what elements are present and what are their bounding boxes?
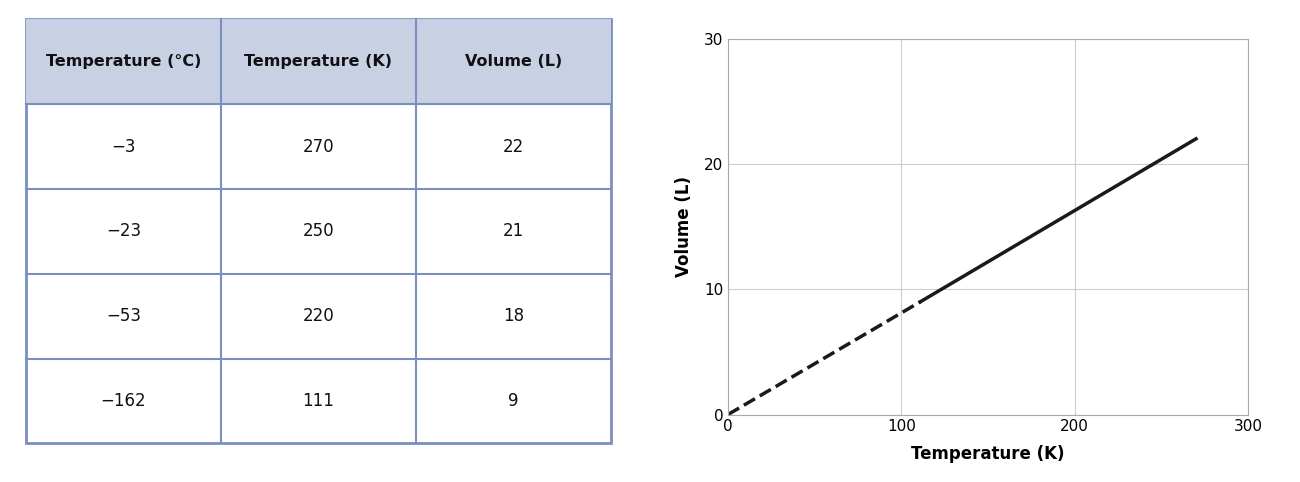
Text: 220: 220 [303,307,334,325]
Text: 250: 250 [303,222,334,241]
Text: −162: −162 [100,392,147,410]
Text: Temperature (°C): Temperature (°C) [46,54,202,69]
Text: −3: −3 [112,137,135,156]
Bar [26,19,611,104]
Text: Volume (L): Volume (L) [465,54,562,69]
Text: 111: 111 [303,392,334,410]
Text: 270: 270 [303,137,334,156]
Text: −23: −23 [105,222,142,241]
Text: −53: −53 [107,307,140,325]
Text: 21: 21 [503,222,524,241]
Text: 22: 22 [503,137,524,156]
Text: 9: 9 [508,392,519,410]
Text: 18: 18 [503,307,524,325]
X-axis label: Temperature (K): Temperature (K) [911,445,1065,464]
Text: Temperature (K): Temperature (K) [244,54,393,69]
Y-axis label: Volume (L): Volume (L) [675,176,693,277]
